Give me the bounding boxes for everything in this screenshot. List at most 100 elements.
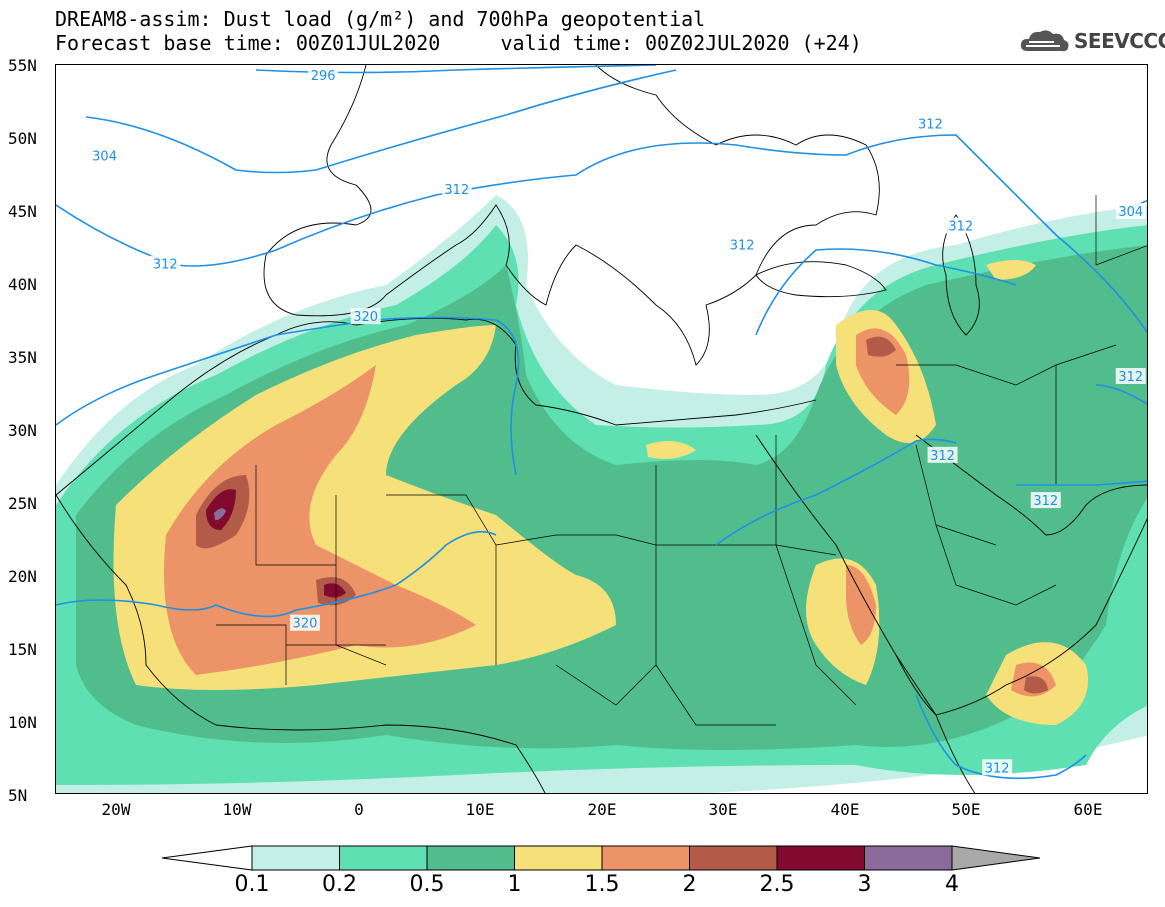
- contour-label-bg: [1115, 367, 1146, 384]
- colorbar-segment: [601, 845, 690, 871]
- geopotential-320: [56, 530, 497, 618]
- lon-label: 20W: [101, 800, 131, 819]
- contour-label-bg: [915, 115, 946, 132]
- lat-label: 40N: [8, 275, 37, 294]
- colorbar-segments: [251, 845, 953, 871]
- geopotential-312: [56, 134, 1147, 334]
- dust-contour-2: [866, 336, 896, 357]
- contour-label-bg: [727, 236, 758, 253]
- cloud-icon: [1020, 30, 1069, 52]
- geopotential-312: [1095, 384, 1147, 405]
- lon-label: 10W: [222, 800, 252, 819]
- lat-label: 20N: [8, 567, 37, 586]
- contour-label-bg: [1030, 492, 1061, 509]
- colorbar-segment: [776, 845, 865, 871]
- contour-label-bg: [945, 217, 976, 234]
- colorbar-tick-label: 0.1: [234, 872, 270, 897]
- dust-map-canvas: 296 304 312 312 312 312 312 304 312 312 312 312 320 3…: [56, 65, 1147, 793]
- lon-label: 0: [354, 800, 364, 819]
- lon-label: 40E: [830, 800, 860, 819]
- colorbar-tick-label: 1: [507, 872, 522, 897]
- contour-label: 320: [293, 617, 318, 632]
- colorbar-tick-label: 2.5: [759, 872, 795, 897]
- contour-label: 312: [930, 449, 955, 464]
- lon-label: 10E: [465, 800, 495, 819]
- contour-label-bg: [982, 759, 1013, 776]
- contour-label: 312: [730, 239, 755, 254]
- lat-label: 30N: [8, 421, 37, 440]
- lat-label: 10N: [8, 713, 37, 732]
- colorbar-segment: [514, 845, 603, 871]
- coastline-gulf: [915, 434, 1147, 536]
- lon-label: 50E: [951, 800, 981, 819]
- colorbar-segment: [689, 845, 778, 871]
- colorbar-tick-label: 1.5: [584, 872, 620, 897]
- contour-label-bg: [350, 308, 381, 325]
- dust-contour-1: [986, 260, 1036, 280]
- lat-label: 50N: [8, 129, 37, 148]
- contour-label-bg: [1115, 203, 1146, 219]
- coastlines-and-borders: [56, 65, 1147, 793]
- country-borders: [216, 195, 1147, 726]
- dust-load-fields: [56, 195, 1147, 793]
- dust-map: 296 304 312 312 312 312 312 304 312 312 312 312 320 3…: [55, 64, 1148, 794]
- colorbar-under-triangle: [162, 845, 253, 871]
- colorbar: [162, 845, 1041, 871]
- logo-text: SEEVCCC: [1074, 29, 1165, 53]
- contour-label-bg: [308, 67, 339, 84]
- contour-label: 320: [353, 310, 378, 325]
- colorbar-segment: [426, 845, 515, 871]
- coastline-horn: [895, 654, 976, 793]
- contour-label: 312: [985, 761, 1010, 776]
- lat-label: 35N: [8, 348, 37, 367]
- contour-label: 312: [918, 117, 943, 132]
- dust-contour-1: [646, 441, 696, 459]
- geopotential-304: [85, 69, 677, 174]
- contour-label: 304: [1118, 205, 1143, 220]
- geopotential-312: [755, 248, 1017, 336]
- lat-label: 45N: [8, 202, 37, 221]
- contour-label: 312: [153, 258, 178, 273]
- colorbar-tick-label: 3: [857, 872, 872, 897]
- dust-contour-2.5: [324, 583, 346, 598]
- coastline-black-sea: [755, 261, 887, 298]
- contour-label: 304: [92, 150, 117, 165]
- dust-contour-1.5: [846, 565, 876, 645]
- geopotential-312: [715, 438, 957, 546]
- lat-label: 55N: [8, 56, 37, 75]
- lat-label: 15N: [8, 640, 37, 659]
- dust-contour-2: [1024, 676, 1048, 694]
- lat-label: 25N: [8, 494, 37, 513]
- contour-label: 296: [311, 69, 336, 84]
- colorbar-tick-label: 2: [682, 872, 697, 897]
- colorbar-tick-label: 0.5: [409, 872, 445, 897]
- contour-label: 312: [444, 183, 469, 198]
- contour-label-bg: [441, 181, 472, 198]
- contour-label: 312: [1118, 370, 1143, 385]
- contour-label-bg: [927, 446, 958, 463]
- map-title: DREAM8-assim: Dust load (g/m²) and 700hP…: [55, 7, 706, 31]
- colorbar-over-triangle: [951, 845, 1041, 871]
- geopotential-312: [915, 694, 1087, 780]
- coastline-north-africa: [56, 317, 817, 496]
- contour-label-bg: [150, 255, 181, 272]
- forecast-time-line: Forecast base time: 00Z01JUL2020 valid t…: [55, 31, 862, 55]
- geopotential-labels: 296 304 312 312 312 312 312 304 312 312 312 312 320 3…: [89, 67, 1146, 776]
- colorbar-segment: [339, 845, 428, 871]
- contour-label: 312: [948, 220, 973, 235]
- lon-label: 30E: [708, 800, 738, 819]
- contour-label-bg: [289, 614, 320, 631]
- colorbar-tick-label: 4: [945, 872, 959, 897]
- coastline-caspian: [942, 214, 980, 336]
- colorbar-segment: [251, 845, 340, 871]
- dust-contour-1.5: [164, 365, 476, 675]
- lon-label: 20E: [587, 800, 617, 819]
- dust-contour-3: [214, 508, 226, 521]
- lon-label: 60E: [1073, 800, 1103, 819]
- colorbar-tick-label: 0.2: [322, 872, 357, 897]
- coastline-europe: [263, 65, 880, 366]
- seevccc-logo: SEEVCCC: [1018, 26, 1165, 56]
- contour-label: 312: [1033, 494, 1058, 509]
- geopotential-312: [1015, 480, 1147, 486]
- lat-label: 5N: [8, 786, 28, 805]
